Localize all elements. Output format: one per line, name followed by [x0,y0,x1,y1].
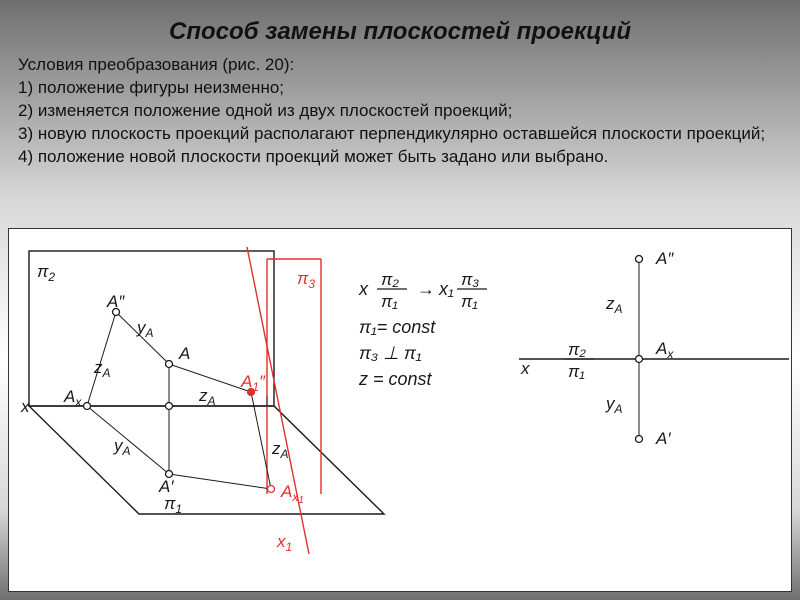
svg-text:x: x [358,279,369,299]
figure-svg: π2π1π3xx1A″AAxA′A1″Ax1yAzAzAyAzAx π₂π₁→x… [9,229,791,589]
svg-text:π₂: π₂ [568,340,586,359]
conditions-intro: Условия преобразования (рис. 20): [18,54,782,77]
svg-text:π₁= const: π₁= const [359,317,436,337]
svg-text:A1″: A1″ [240,372,266,394]
diagram-3d: π2π1π3xx1A″AAxA′A1″Ax1yAzAzAyAzA [20,247,384,554]
svg-text:π₃: π₃ [461,270,479,289]
svg-text:π₁: π₁ [461,292,478,311]
svg-text:Ax: Ax [63,387,82,409]
svg-text:zA: zA [605,294,623,316]
svg-text:π3: π3 [297,269,315,291]
formula-block: x π₂ π₁ →x₁ π₃ π₁ π₁= const π₃ ⊥ π₁ z = const [358,270,487,389]
svg-text:A″: A″ [655,249,674,268]
condition-item: 3) новую плоскость проекций располагают … [18,123,782,146]
svg-text:π1: π1 [164,494,182,516]
svg-text:A″: A″ [106,292,125,311]
svg-text:x1: x1 [276,532,292,554]
svg-text:A: A [178,344,190,363]
condition-item: 2) изменяется положение одной из двух пл… [18,100,782,123]
svg-text:A′: A′ [655,429,671,448]
svg-text:π2: π2 [37,262,55,284]
svg-text:Ax1: Ax1 [280,482,304,506]
svg-text:yA: yA [136,318,154,340]
svg-text:x: x [520,359,530,378]
svg-text:x: x [20,397,30,416]
diagram-2d: A″ Ax A′ zA yA x π₂ π₁ [519,249,789,448]
conditions-block: Условия преобразования (рис. 20): 1) пол… [0,54,800,177]
svg-text:yA: yA [605,394,623,416]
svg-text:zA: zA [198,386,216,408]
svg-text:z = const: z = const [358,369,433,389]
condition-item: 1) положение фигуры неизменно; [18,77,782,100]
svg-text:Ax: Ax [655,339,674,361]
figure-frame: π2π1π3xx1A″AAxA′A1″Ax1yAzAzAyAzAx π₂π₁→x… [8,228,792,592]
svg-text:zA: zA [93,358,111,380]
condition-item: 4) положение новой плоскости проекций мо… [18,146,782,169]
svg-text:π₂: π₂ [381,270,399,289]
svg-text:→: → [417,279,435,299]
svg-text:x₁: x₁ [438,279,454,299]
svg-text:π₁: π₁ [568,362,585,381]
svg-text:π₃ ⊥ π₁: π₃ ⊥ π₁ [359,343,422,363]
page-title: Способ замены плоскостей проекций [0,0,800,54]
svg-text:π₁: π₁ [381,292,398,311]
svg-text:A′: A′ [158,477,174,496]
